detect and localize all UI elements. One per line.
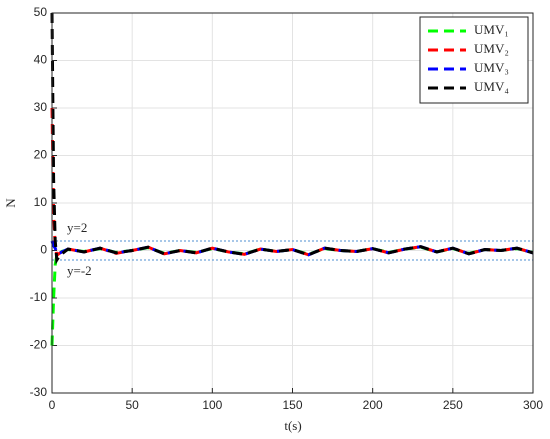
legend-label: UMV₁ (474, 22, 509, 37)
y-tick-label: -30 (30, 385, 48, 399)
y-tick-label: -20 (30, 338, 48, 352)
y-tick-label: 20 (34, 148, 48, 162)
x-tick-label: 50 (125, 398, 139, 412)
y-tick-label: 30 (34, 100, 48, 114)
x-tick-label: 300 (523, 398, 543, 412)
y-tick-label: 50 (34, 5, 48, 19)
reference-label: y=-2 (67, 263, 92, 278)
legend-label: UMV₂ (474, 41, 509, 56)
x-tick-label: 100 (202, 398, 222, 412)
y-tick-label: -10 (30, 290, 48, 304)
x-tick-label: 0 (49, 398, 56, 412)
y-axis-label: N (3, 198, 18, 208)
x-tick-label: 200 (363, 398, 383, 412)
series-line (50, 12, 534, 265)
x-tick-label: 150 (282, 398, 302, 412)
legend-label: UMV₃ (474, 60, 509, 75)
reference-label: y=2 (67, 220, 87, 235)
x-tick-label: 250 (443, 398, 463, 412)
legend-label: UMV₄ (474, 79, 509, 94)
y-tick-label: 40 (34, 53, 48, 67)
x-axis-label: t(s) (284, 418, 301, 433)
y-tick-label: 10 (34, 195, 48, 209)
plot-frame (51, 12, 534, 394)
y-tick-label: 0 (40, 243, 47, 257)
